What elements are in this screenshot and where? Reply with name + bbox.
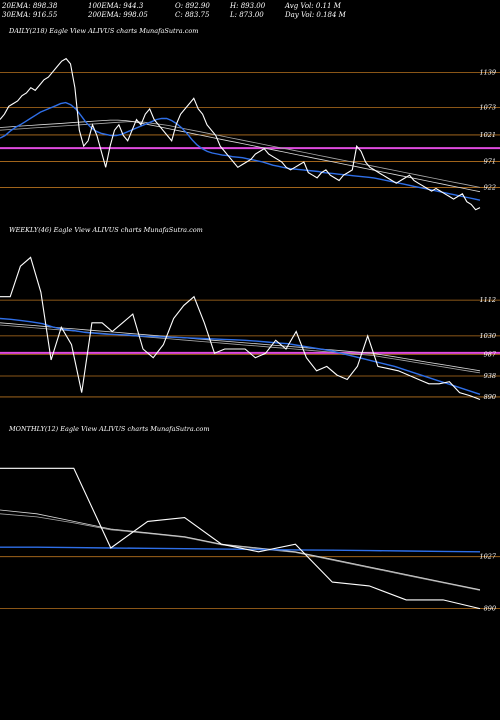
weekly-ema-slow-line: [0, 322, 481, 372]
header-open: O: 892.90: [175, 2, 210, 10]
daily-tick-922: 922: [484, 183, 496, 191]
header-ema-100: 100EMA: 944.3: [88, 2, 144, 10]
daily-price-line: [0, 57, 481, 211]
weekly-chart-title: WEEKLY(46) Eagle View ALIVUS charts Muna…: [9, 226, 203, 234]
weekly-price-line: [0, 256, 481, 401]
monthly-ema-slow-line: [0, 509, 481, 591]
header-day-vol: Day Vol: 0.184 M: [285, 11, 346, 19]
header-high: H: 893.00: [230, 2, 266, 10]
monthly-chart-title: MONTHLY(12) Eagle View ALIVUS charts Mun…: [9, 425, 210, 433]
daily-tick-1139: 1139: [479, 68, 496, 76]
header-close: C: 883.75: [175, 11, 210, 19]
monthly-ema-200-line: [0, 513, 481, 591]
daily-chart-title: DAILY(218) Eagle View ALIVUS charts Muna…: [9, 27, 199, 35]
header-ema-30: 30EMA: 916.55: [2, 11, 58, 19]
header-avg-vol: Avg Vol: 0.11 M: [285, 2, 341, 10]
daily-tick-1021: 1021: [479, 131, 496, 139]
header-low: L: 873.00: [230, 11, 264, 19]
monthly-tick-1027: 1027: [479, 553, 496, 561]
daily-tick-971: 971: [484, 157, 496, 165]
daily-ema-slow-line: [0, 119, 481, 193]
monthly-ema-fast-line: [0, 546, 481, 553]
weekly-tick-1030: 1030: [479, 332, 496, 340]
weekly-tick-1112: 1112: [479, 296, 496, 304]
daily-ema-200-line: [0, 121, 481, 188]
weekly-ema-fast-line: [0, 317, 481, 395]
daily-ema-fast-line: [0, 101, 481, 201]
header-ema-20: 20EMA: 898.38: [2, 2, 58, 10]
weekly-tick-987: 987: [484, 351, 497, 359]
header-ema-200: 200EMA: 998.05: [88, 11, 148, 19]
monthly-tick-890: 890: [484, 605, 496, 613]
monthly-price-line: [0, 467, 481, 610]
weekly-tick-938: 938: [484, 372, 496, 380]
weekly-tick-890: 890: [484, 393, 496, 401]
daily-tick-1073: 1073: [479, 103, 496, 111]
